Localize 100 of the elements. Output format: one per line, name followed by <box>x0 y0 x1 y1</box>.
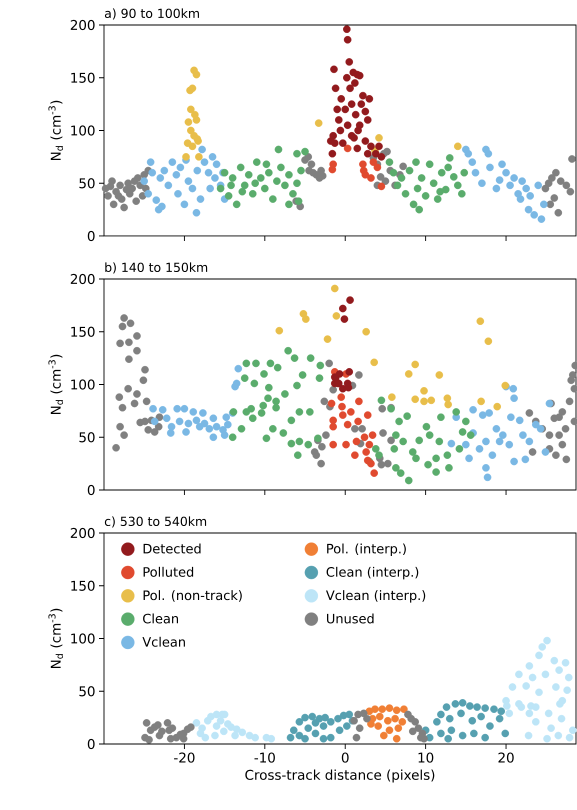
point <box>490 705 498 713</box>
point <box>374 722 382 730</box>
point <box>427 396 436 404</box>
point <box>158 406 166 414</box>
point <box>244 171 253 179</box>
point <box>182 428 190 436</box>
point <box>148 168 156 176</box>
point <box>344 36 352 44</box>
point <box>370 158 378 166</box>
point <box>198 146 206 154</box>
point <box>497 707 506 716</box>
y-tick-label: 100 <box>71 633 95 644</box>
point <box>114 192 122 200</box>
y-tick-label: 150 <box>71 72 95 83</box>
point <box>234 364 242 372</box>
point <box>444 734 452 743</box>
point <box>482 438 490 446</box>
point <box>526 192 534 200</box>
point <box>196 195 204 203</box>
point <box>488 451 496 459</box>
point <box>364 116 372 124</box>
point <box>189 408 198 416</box>
point <box>358 100 366 108</box>
point <box>344 144 352 152</box>
point <box>187 126 195 134</box>
point <box>232 200 240 208</box>
point <box>146 158 154 166</box>
y-axis-title: N$_{d}$ (cm$^{-3}$) <box>48 354 63 414</box>
point <box>508 683 516 691</box>
point <box>362 137 370 145</box>
point <box>321 714 329 722</box>
point <box>149 404 157 413</box>
point <box>422 192 430 200</box>
x-tick-label: 10 <box>418 752 434 763</box>
point <box>362 108 370 116</box>
point <box>293 179 301 188</box>
point <box>196 422 204 430</box>
point <box>220 728 228 736</box>
point <box>484 150 492 158</box>
point <box>472 168 480 176</box>
point <box>222 413 230 421</box>
y-tick-label: 200 <box>70 528 95 538</box>
point <box>354 418 362 426</box>
point <box>227 723 235 731</box>
point <box>524 732 532 740</box>
point <box>152 196 160 204</box>
point <box>352 734 360 742</box>
point <box>370 469 378 477</box>
x-tick-label: 0 <box>342 752 349 763</box>
point <box>339 304 347 312</box>
point <box>332 84 340 92</box>
point <box>173 404 181 413</box>
point <box>394 724 402 732</box>
point <box>252 158 261 166</box>
point <box>526 438 534 446</box>
point <box>168 724 176 732</box>
point <box>174 190 182 198</box>
point <box>392 734 400 743</box>
point <box>398 174 406 182</box>
y-tick-label: 0 <box>88 230 95 242</box>
point <box>384 716 392 725</box>
point <box>505 440 514 448</box>
point <box>476 317 484 325</box>
point <box>251 734 259 742</box>
point <box>343 74 351 82</box>
point <box>274 146 282 154</box>
point <box>530 211 538 219</box>
point <box>366 95 374 103</box>
point <box>544 710 552 718</box>
point <box>345 368 354 376</box>
point <box>552 683 560 691</box>
point <box>330 139 339 147</box>
point <box>448 726 456 734</box>
point <box>333 106 341 114</box>
point <box>302 315 310 323</box>
point <box>208 153 216 161</box>
y-tick-label: 100 <box>71 379 95 390</box>
point <box>376 173 384 181</box>
point <box>220 431 228 439</box>
point <box>188 142 196 150</box>
point <box>202 734 210 742</box>
point <box>188 184 196 192</box>
point <box>509 384 518 393</box>
point <box>329 416 337 424</box>
x-tick-label: -10 <box>254 752 275 763</box>
point <box>430 179 438 188</box>
point <box>538 215 546 223</box>
point <box>224 192 232 200</box>
point <box>356 724 364 732</box>
point <box>227 182 235 190</box>
point <box>550 656 558 664</box>
point <box>166 734 175 743</box>
point <box>339 139 347 147</box>
y-tick-label: 150 <box>71 326 95 337</box>
point <box>454 142 462 150</box>
point <box>503 702 511 710</box>
point <box>248 190 257 198</box>
y-tick-label: 150 <box>71 580 95 591</box>
point <box>332 312 340 320</box>
point <box>192 70 200 78</box>
